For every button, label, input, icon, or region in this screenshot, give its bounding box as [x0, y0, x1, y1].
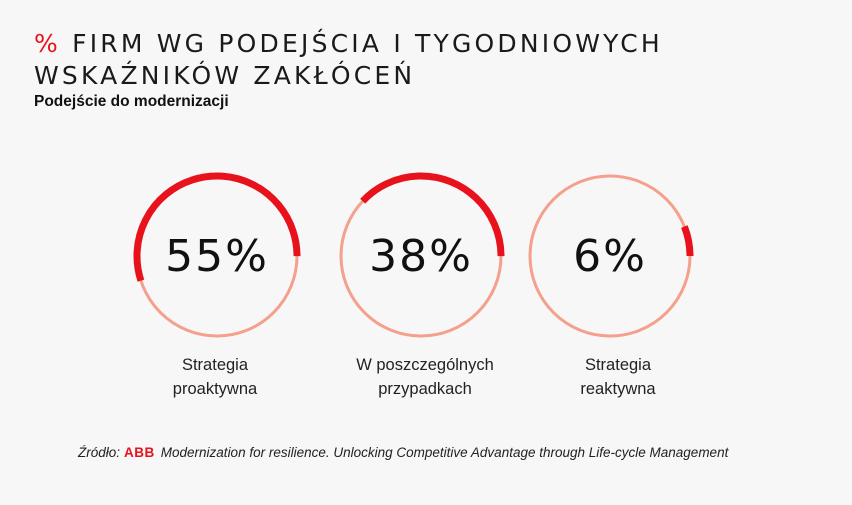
category-label-line2: reaktywna [580, 380, 656, 398]
value-label-reactive: 6% [573, 231, 647, 282]
category-label-line1: Strategia [584, 356, 652, 374]
title-text: FIRM WG PODEJŚCIA I TYGODNIOWYCH WSKAŹNI… [34, 29, 663, 90]
category-label-line1: Strategia [181, 356, 249, 374]
ring-value-arc-reactive [526, 172, 694, 340]
chart-title: % FIRM WG PODEJŚCIA I TYGODNIOWYCH WSKAŹ… [34, 28, 794, 92]
value-label-case-by-case: 38% [369, 231, 473, 282]
category-label-line2: przypadkach [378, 380, 472, 398]
source-text: Modernization for resilience. Unlocking … [160, 445, 729, 460]
category-label-reactive: Strategia reaktywna [518, 353, 718, 401]
category-label-line1: W poszczególnych [356, 356, 494, 374]
title-percent-sign: % [34, 29, 61, 58]
chart-subtitle: Podejście do modernizacji [34, 93, 229, 110]
category-label-proactive: Strategia proaktywna [115, 353, 315, 401]
category-label-case-by-case: W poszczególnych przypadkach [325, 353, 525, 401]
source-prefix: Źródło: [78, 445, 121, 460]
value-label-proactive: 55% [165, 231, 269, 282]
source-note: Źródło: ABB Modernization for resilience. … [78, 445, 728, 460]
abb-logo: ABB [124, 445, 155, 460]
category-label-line2: proaktywna [172, 380, 258, 398]
